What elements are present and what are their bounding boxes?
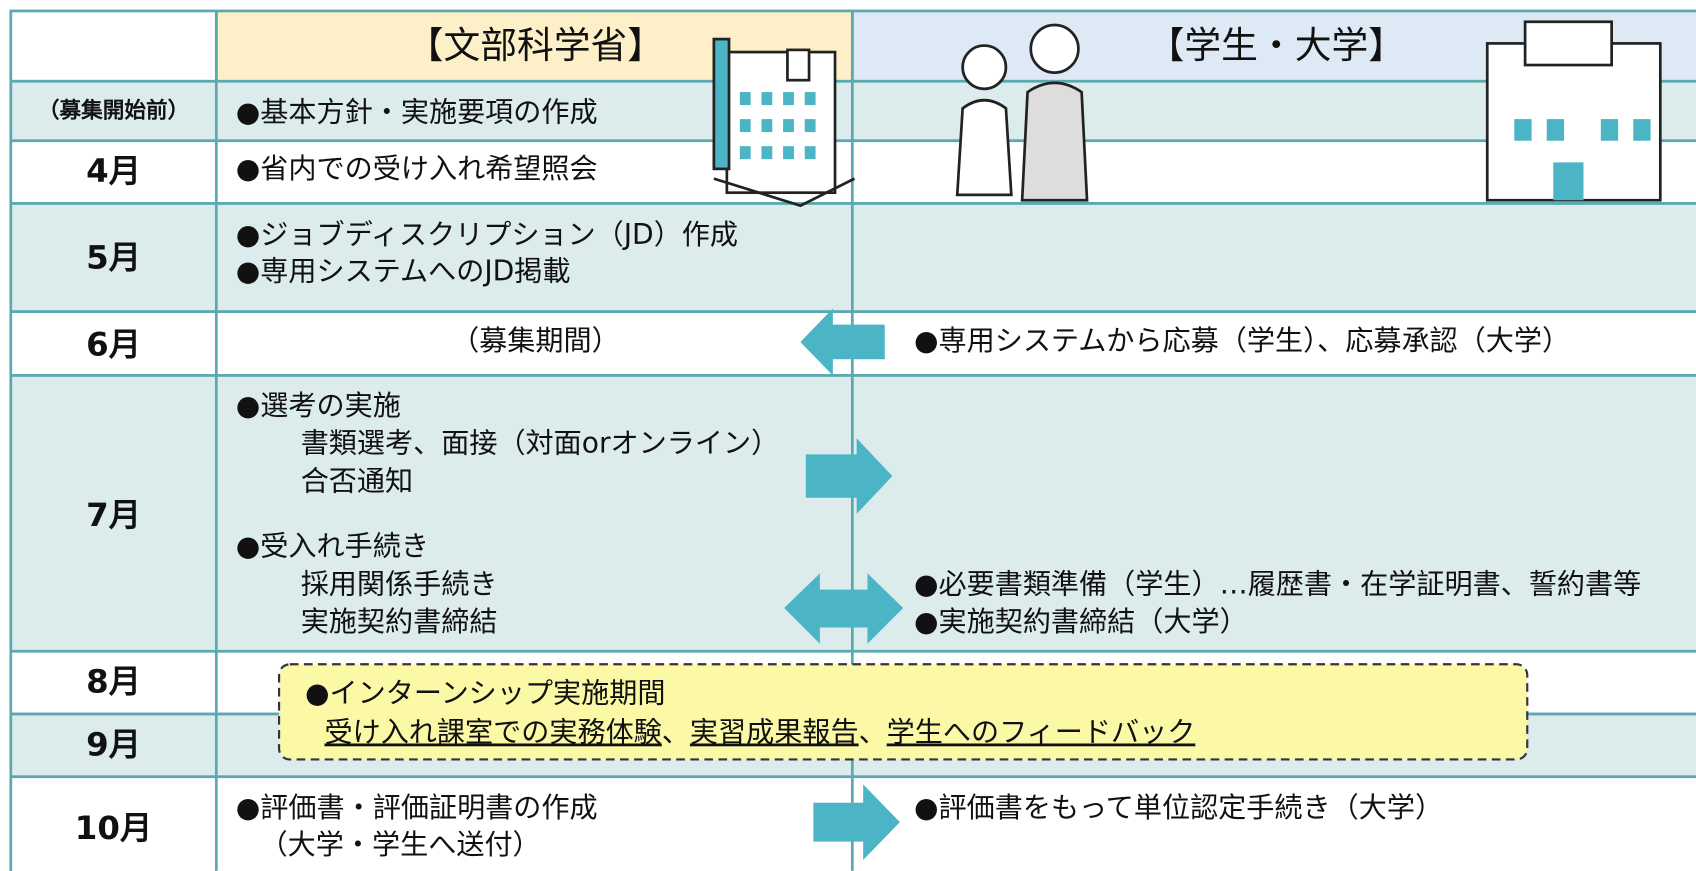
arrows — [784, 308, 904, 861]
header-students: 【学生・大学】 — [1148, 24, 1405, 67]
month: 6月 — [86, 325, 141, 363]
illustrations — [712, 20, 1662, 208]
task: 採用関係手続き — [301, 567, 498, 600]
task: ●専用システムへのJD掲載 — [236, 255, 571, 288]
month: 10月 — [75, 809, 153, 847]
month: （募集開始前） — [38, 98, 189, 124]
task: ●評価書・評価証明書の作成 — [236, 791, 598, 824]
internship-items: 受け入れ課室での実務体験、実習成果報告、学生へのフィードバック — [324, 715, 1195, 748]
task: ●省内での受け入れ希望照会 — [236, 152, 598, 185]
internship-banner: ●インターンシップ実施期間 受け入れ課室での実務体験、実習成果報告、学生へのフィ… — [277, 663, 1529, 761]
internship-title: ●インターンシップ実施期間 — [305, 677, 665, 710]
month: 7月 — [86, 496, 141, 534]
month: 8月 — [86, 663, 141, 701]
item: 学生へのフィードバック — [887, 715, 1196, 748]
month: 5月 — [86, 239, 141, 277]
month: 9月 — [86, 725, 141, 763]
task: ●受入れ手続き — [236, 529, 429, 562]
task: ●必要書類準備（学生）…履歴書・在学証明書、誓約書等 — [914, 567, 1641, 600]
student-tasks: ●専用システムから応募（学生）、応募承認（大学） ●必要書類準備（学生）…履歴書… — [914, 324, 1641, 824]
task: ●基本方針・実施要項の作成 — [236, 96, 598, 129]
separator: 、 — [859, 715, 887, 748]
task: ●評価書をもって単位認定手続き（大学） — [914, 791, 1443, 824]
task: ●専用システムから応募（学生）、応募承認（大学） — [914, 324, 1570, 357]
months: （募集開始前） 4月 5月 6月 7月 8月 9月 10月 — [38, 98, 189, 847]
task: 実施契約書締結 — [301, 605, 498, 638]
task: ●ジョブディスクリプション（JD）作成 — [236, 218, 738, 251]
ministry-tasks: ●基本方針・実施要項の作成 ●省内での受け入れ希望照会 ●ジョブディスクリプショ… — [236, 96, 779, 861]
task: ●実施契約書締結（大学） — [914, 605, 1248, 638]
task: （募集期間） — [451, 324, 620, 357]
header-ministry: 【文部科学省】 — [407, 24, 664, 67]
task: 書類選考、面接（対面orオンライン） — [301, 427, 780, 460]
separator: 、 — [662, 715, 690, 748]
task: ●選考の実施 — [236, 389, 401, 422]
month: 4月 — [86, 152, 141, 190]
item: 受け入れ課室での実務体験 — [324, 715, 661, 748]
task: 合否通知 — [301, 465, 413, 498]
task: （大学・学生へ送付） — [260, 828, 541, 861]
item: 実習成果報告 — [690, 715, 859, 748]
